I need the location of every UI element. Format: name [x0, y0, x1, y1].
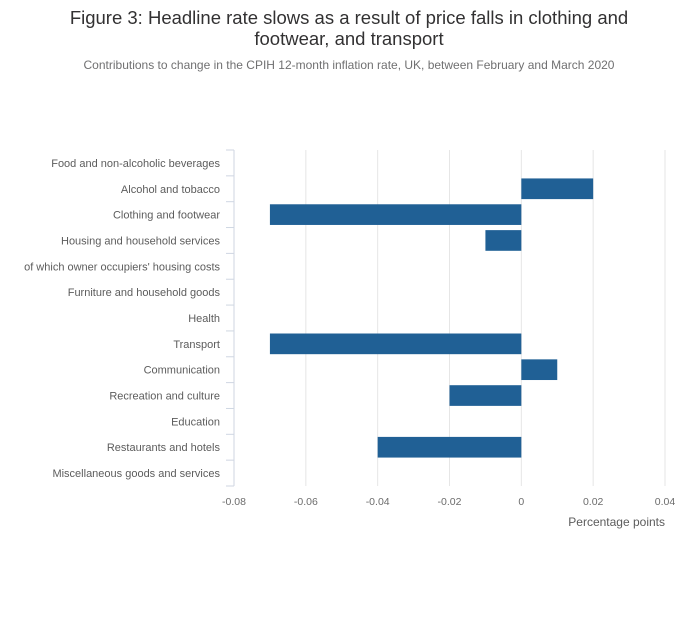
- chart-title-line-2: footwear, and transport: [254, 28, 443, 49]
- category-label: Recreation and culture: [109, 391, 220, 403]
- x-tick-labels: -0.08 -0.06 -0.04 -0.02 0 0.02 0.04: [222, 496, 675, 508]
- category-label: of which owner occupiers' housing costs: [24, 261, 220, 273]
- category-label: Education: [171, 416, 220, 428]
- x-tick-label: 0: [518, 496, 524, 508]
- x-tick-label: -0.06: [294, 496, 318, 508]
- bar: [449, 385, 522, 406]
- category-label: Clothing and footwear: [113, 210, 220, 222]
- bars: [269, 178, 594, 458]
- category-label: Communication: [144, 365, 220, 377]
- x-tick-label: -0.08: [222, 496, 246, 508]
- category-label: Alcohol and tobacco: [121, 184, 220, 196]
- bar: [269, 204, 522, 225]
- category-label: Miscellaneous goods and services: [52, 468, 220, 480]
- x-tick-label: 0.04: [655, 496, 676, 508]
- x-tick-label: -0.04: [366, 496, 390, 508]
- bar: [377, 436, 522, 458]
- category-labels: Food and non-alcoholic beverages Alcohol …: [24, 158, 220, 480]
- category-label: Health: [188, 313, 220, 325]
- category-label: Food and non-alcoholic beverages: [51, 158, 220, 170]
- bar: [521, 359, 558, 381]
- x-tick-label: 0.02: [583, 496, 604, 508]
- bar: [485, 230, 522, 251]
- category-label: Housing and household services: [61, 235, 220, 247]
- x-tick-label: -0.02: [438, 496, 462, 508]
- bar: [521, 178, 594, 200]
- chart-subtitle: Contributions to change in the CPIH 12-m…: [84, 58, 615, 72]
- x-axis-title: Percentage points: [568, 515, 665, 529]
- chart-title-line-1: Figure 3: Headline rate slows as a resul…: [70, 7, 628, 28]
- category-label: Transport: [173, 339, 220, 351]
- bar: [269, 333, 522, 355]
- chart-title: Figure 3: Headline rate slows as a resul…: [70, 7, 628, 49]
- category-label: Restaurants and hotels: [107, 442, 221, 454]
- grid-lines: [305, 150, 666, 486]
- y-axis: [226, 149, 235, 487]
- category-label: Furniture and household goods: [68, 287, 221, 299]
